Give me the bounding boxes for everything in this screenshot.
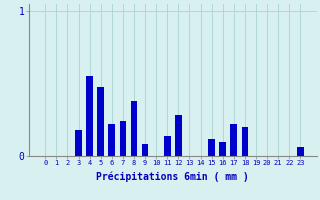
Bar [131, 101, 137, 156]
Bar [108, 124, 115, 156]
Bar [175, 115, 182, 156]
Bar [97, 87, 104, 156]
Bar [75, 130, 82, 156]
Bar [142, 144, 148, 156]
Bar [120, 121, 126, 156]
Bar [86, 76, 93, 156]
Bar [208, 139, 215, 156]
Bar [164, 136, 171, 156]
Bar [220, 142, 226, 156]
X-axis label: Précipitations 6min ( mm ): Précipitations 6min ( mm ) [96, 172, 249, 182]
Bar [242, 127, 248, 156]
Bar [297, 147, 304, 156]
Bar [230, 124, 237, 156]
